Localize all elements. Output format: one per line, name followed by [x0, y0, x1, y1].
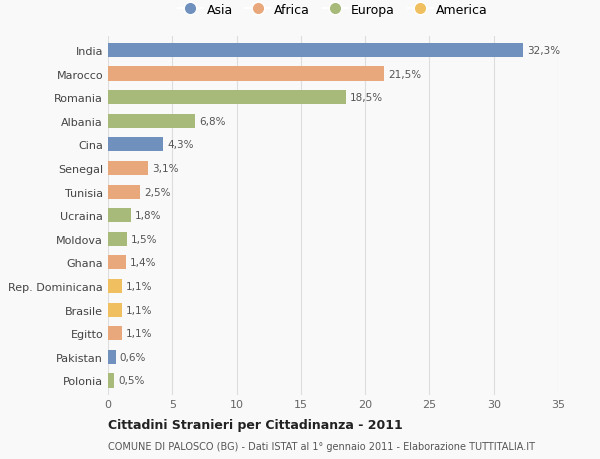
Text: 0,6%: 0,6% [119, 352, 146, 362]
Text: 1,4%: 1,4% [130, 258, 157, 268]
Text: 4,3%: 4,3% [167, 140, 194, 150]
Bar [108, 374, 115, 388]
Text: COMUNE DI PALOSCO (BG) - Dati ISTAT al 1° gennaio 2011 - Elaborazione TUTTITALIA: COMUNE DI PALOSCO (BG) - Dati ISTAT al 1… [108, 441, 535, 451]
Text: 0,5%: 0,5% [118, 375, 145, 386]
Text: 32,3%: 32,3% [527, 46, 560, 56]
Text: 1,8%: 1,8% [135, 211, 161, 221]
Legend: Asia, Africa, Europa, America: Asia, Africa, Europa, America [174, 0, 492, 21]
Bar [108, 44, 523, 58]
Text: 1,1%: 1,1% [126, 281, 152, 291]
Bar [108, 326, 122, 341]
Text: 1,1%: 1,1% [126, 305, 152, 315]
Bar [108, 303, 122, 317]
Text: 21,5%: 21,5% [388, 69, 421, 79]
Text: 18,5%: 18,5% [350, 93, 383, 103]
Bar [108, 138, 163, 152]
Bar [108, 67, 385, 81]
Bar [108, 185, 140, 199]
Bar [108, 209, 131, 223]
Bar [108, 280, 122, 293]
Bar [108, 162, 148, 176]
Text: 1,1%: 1,1% [126, 329, 152, 338]
Text: 3,1%: 3,1% [152, 163, 178, 174]
Bar [108, 232, 127, 246]
Text: 2,5%: 2,5% [144, 187, 170, 197]
Text: Cittadini Stranieri per Cittadinanza - 2011: Cittadini Stranieri per Cittadinanza - 2… [108, 418, 403, 431]
Text: 6,8%: 6,8% [199, 117, 226, 127]
Bar [108, 114, 196, 129]
Bar [108, 350, 116, 364]
Text: 1,5%: 1,5% [131, 234, 158, 244]
Bar [108, 256, 126, 270]
Bar [108, 91, 346, 105]
